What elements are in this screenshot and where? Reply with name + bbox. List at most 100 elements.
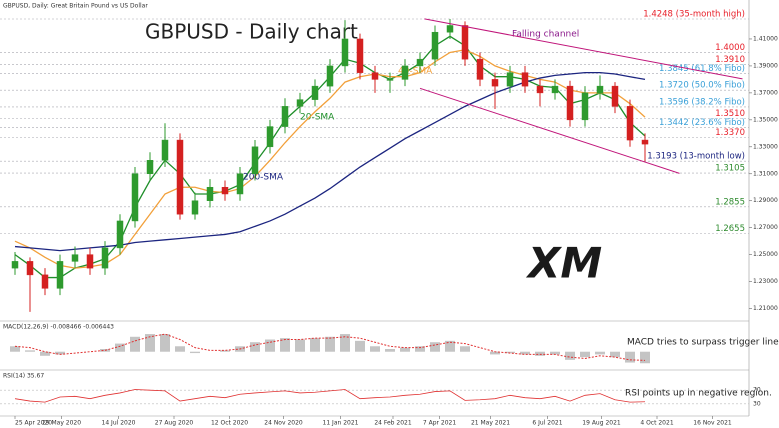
level-label: 1.4000 — [715, 43, 745, 53]
candle-body — [401, 65, 409, 80]
macd-bar — [295, 339, 305, 352]
level-label: 1.2855 — [715, 197, 745, 207]
x-tick-label: 27 Aug 2020 — [155, 420, 194, 427]
macd-bar — [325, 336, 335, 352]
chart-header: GBPUSD, Daily: Great Britain Pound vs US… — [3, 3, 148, 10]
macd-bar — [190, 351, 200, 354]
sma-label: 20-SMA — [300, 113, 335, 123]
candle-body — [146, 160, 154, 175]
candle-body — [371, 72, 379, 80]
candle-body — [626, 106, 634, 141]
level-label: 1.4248 (35-month high) — [643, 10, 745, 20]
candle-body — [491, 79, 499, 87]
candle-body — [56, 261, 64, 289]
macd-bar — [430, 342, 440, 352]
candle-body — [611, 85, 619, 107]
candle-body — [206, 186, 214, 201]
candle-body — [191, 200, 199, 215]
y-tick-label: 1.21000 — [753, 305, 778, 312]
x-tick-label: 19 Aug 2021 — [582, 420, 621, 427]
x-tick-label: 6 Jul 2021 — [532, 420, 562, 427]
macd-bar — [550, 351, 560, 355]
y-tick-label: 1.31000 — [753, 170, 778, 177]
candle-body — [431, 31, 439, 60]
logo: XM — [525, 239, 602, 288]
y-tick-label: 1.27000 — [753, 224, 778, 231]
x-tick-label: 4 Oct 2021 — [640, 420, 673, 427]
candle-body — [71, 254, 79, 262]
y-tick-label: 1.29000 — [753, 197, 778, 204]
macd-bar — [145, 334, 155, 352]
candle-body — [131, 173, 139, 222]
channel-label: Falling channel — [512, 30, 579, 40]
rsi-annotation: RSI points up in negative region. — [625, 389, 772, 399]
level-label: 1.2655 — [715, 224, 745, 234]
candle-body — [446, 25, 454, 33]
sma-label: 200-SMA — [243, 173, 284, 183]
x-tick-label: 29 May 2020 — [42, 420, 81, 427]
level-label: 1.3845 (61.8% Fibo) — [659, 64, 745, 74]
level-label: 1.3596 (38.2% Fibo) — [659, 97, 745, 107]
level-label: 1.3370 — [715, 128, 745, 138]
macd-bar — [505, 351, 515, 354]
rsi-line — [14, 389, 646, 403]
y-tick-label: 1.35000 — [753, 116, 778, 123]
channel-line — [419, 87, 680, 174]
candle-body — [461, 25, 469, 60]
macd-bar — [400, 347, 410, 352]
macd-bar — [280, 338, 290, 352]
macd-bar — [445, 340, 455, 352]
macd-bar — [115, 343, 125, 352]
macd-bar — [460, 346, 470, 352]
candle-body — [266, 126, 274, 148]
candle-body — [581, 92, 589, 121]
level-label: 1.3193 (13-month low) — [647, 152, 745, 162]
candle-body — [101, 247, 109, 269]
candle-body — [386, 79, 394, 81]
macd-bar — [385, 349, 395, 352]
x-tick-label: 21 May 2021 — [471, 420, 510, 427]
candle-body — [641, 139, 649, 145]
macd-bar — [565, 351, 575, 360]
rsi-header: RSI(14) 35.67 — [3, 373, 44, 380]
y-tick-label: 1.37000 — [753, 89, 778, 96]
x-tick-label: 14 Jul 2020 — [102, 420, 136, 427]
y-tick-label: 1.39000 — [753, 62, 778, 69]
macd-bar — [625, 351, 635, 363]
x-tick-label: 12 Oct 2020 — [211, 420, 248, 427]
macd-bar — [220, 350, 230, 352]
macd-bar — [355, 340, 365, 352]
macd-bar — [490, 351, 500, 355]
candle-body — [476, 58, 484, 80]
level-label: 1.3442 (23.6% Fibo) — [659, 118, 745, 128]
candle-body — [521, 72, 529, 87]
macd-bar — [535, 351, 545, 356]
level-label: 1.3910 — [715, 55, 745, 65]
macd-bar — [310, 338, 320, 352]
candle-body — [341, 38, 349, 67]
candle-body — [506, 72, 514, 87]
signal-line — [14, 333, 646, 361]
level-label: 1.3105 — [715, 164, 745, 174]
candle-body — [311, 85, 319, 100]
x-tick-label: 24 Feb 2021 — [374, 420, 412, 427]
macd-bar — [580, 351, 590, 358]
macd-bar — [415, 346, 425, 352]
macd-bar — [265, 339, 275, 352]
x-tick-label: 25 Apr 2020 — [15, 420, 52, 427]
macd-bar — [595, 351, 605, 355]
candle-body — [566, 85, 574, 121]
candle-body — [536, 85, 544, 94]
sma-label: 40-SMA — [398, 67, 433, 77]
channel-line — [424, 18, 743, 80]
y-tick-label: 1.33000 — [753, 143, 778, 150]
candle-body — [326, 65, 334, 87]
candle-body — [176, 139, 184, 215]
x-tick-label: 24 Nov 2020 — [264, 420, 303, 427]
macd-header: MACD(12,26,9) -0.008466 -0.006443 — [3, 324, 114, 331]
x-tick-label: 16 Nov 2021 — [693, 420, 732, 427]
candle-body — [296, 99, 304, 107]
macd-annotation: MACD tries to surpass trigger line — [627, 338, 779, 348]
macd-bar — [175, 346, 185, 352]
